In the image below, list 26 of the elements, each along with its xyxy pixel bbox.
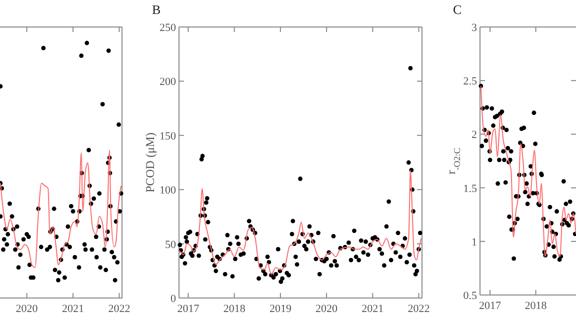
x-tick-label: 2022 (408, 303, 430, 315)
x-tick-label: 2021 (62, 303, 84, 315)
x-tick-label: 2021 (362, 303, 384, 315)
y-tick-label: 1.5 (463, 182, 478, 195)
y-axis-title: PCOD (μM) (143, 132, 157, 193)
y-tick-label: 3 (472, 22, 478, 34)
x-tick-label: 2022 (108, 303, 130, 315)
y-tick-label: 2.5 (463, 76, 478, 88)
x-tick-label: 2018 (524, 300, 548, 312)
y-tick-label: 250 (160, 22, 176, 34)
x-tick-label: 2017 (177, 303, 200, 315)
y-tick-label: 50 (165, 238, 176, 251)
y-tick-label: 0.5 (463, 290, 478, 302)
y-tick-label: 1 (472, 236, 477, 248)
x-tick-label: 2018 (223, 303, 246, 315)
chart-title: C (453, 2, 462, 17)
x-tick-label: 2020 (316, 303, 338, 315)
y-tick-label: 2 (472, 129, 477, 142)
x-tick-label: 2020 (16, 303, 38, 315)
x-tick-label: 2019 (269, 303, 292, 315)
y-tick-label: 150 (160, 130, 176, 142)
y-tick-label: 0 (170, 293, 176, 305)
chart-title: B (152, 2, 161, 17)
y-tick-label: 200 (160, 76, 176, 88)
y-tick-label: 100 (160, 184, 176, 197)
x-tick-label: 2017 (479, 300, 502, 312)
